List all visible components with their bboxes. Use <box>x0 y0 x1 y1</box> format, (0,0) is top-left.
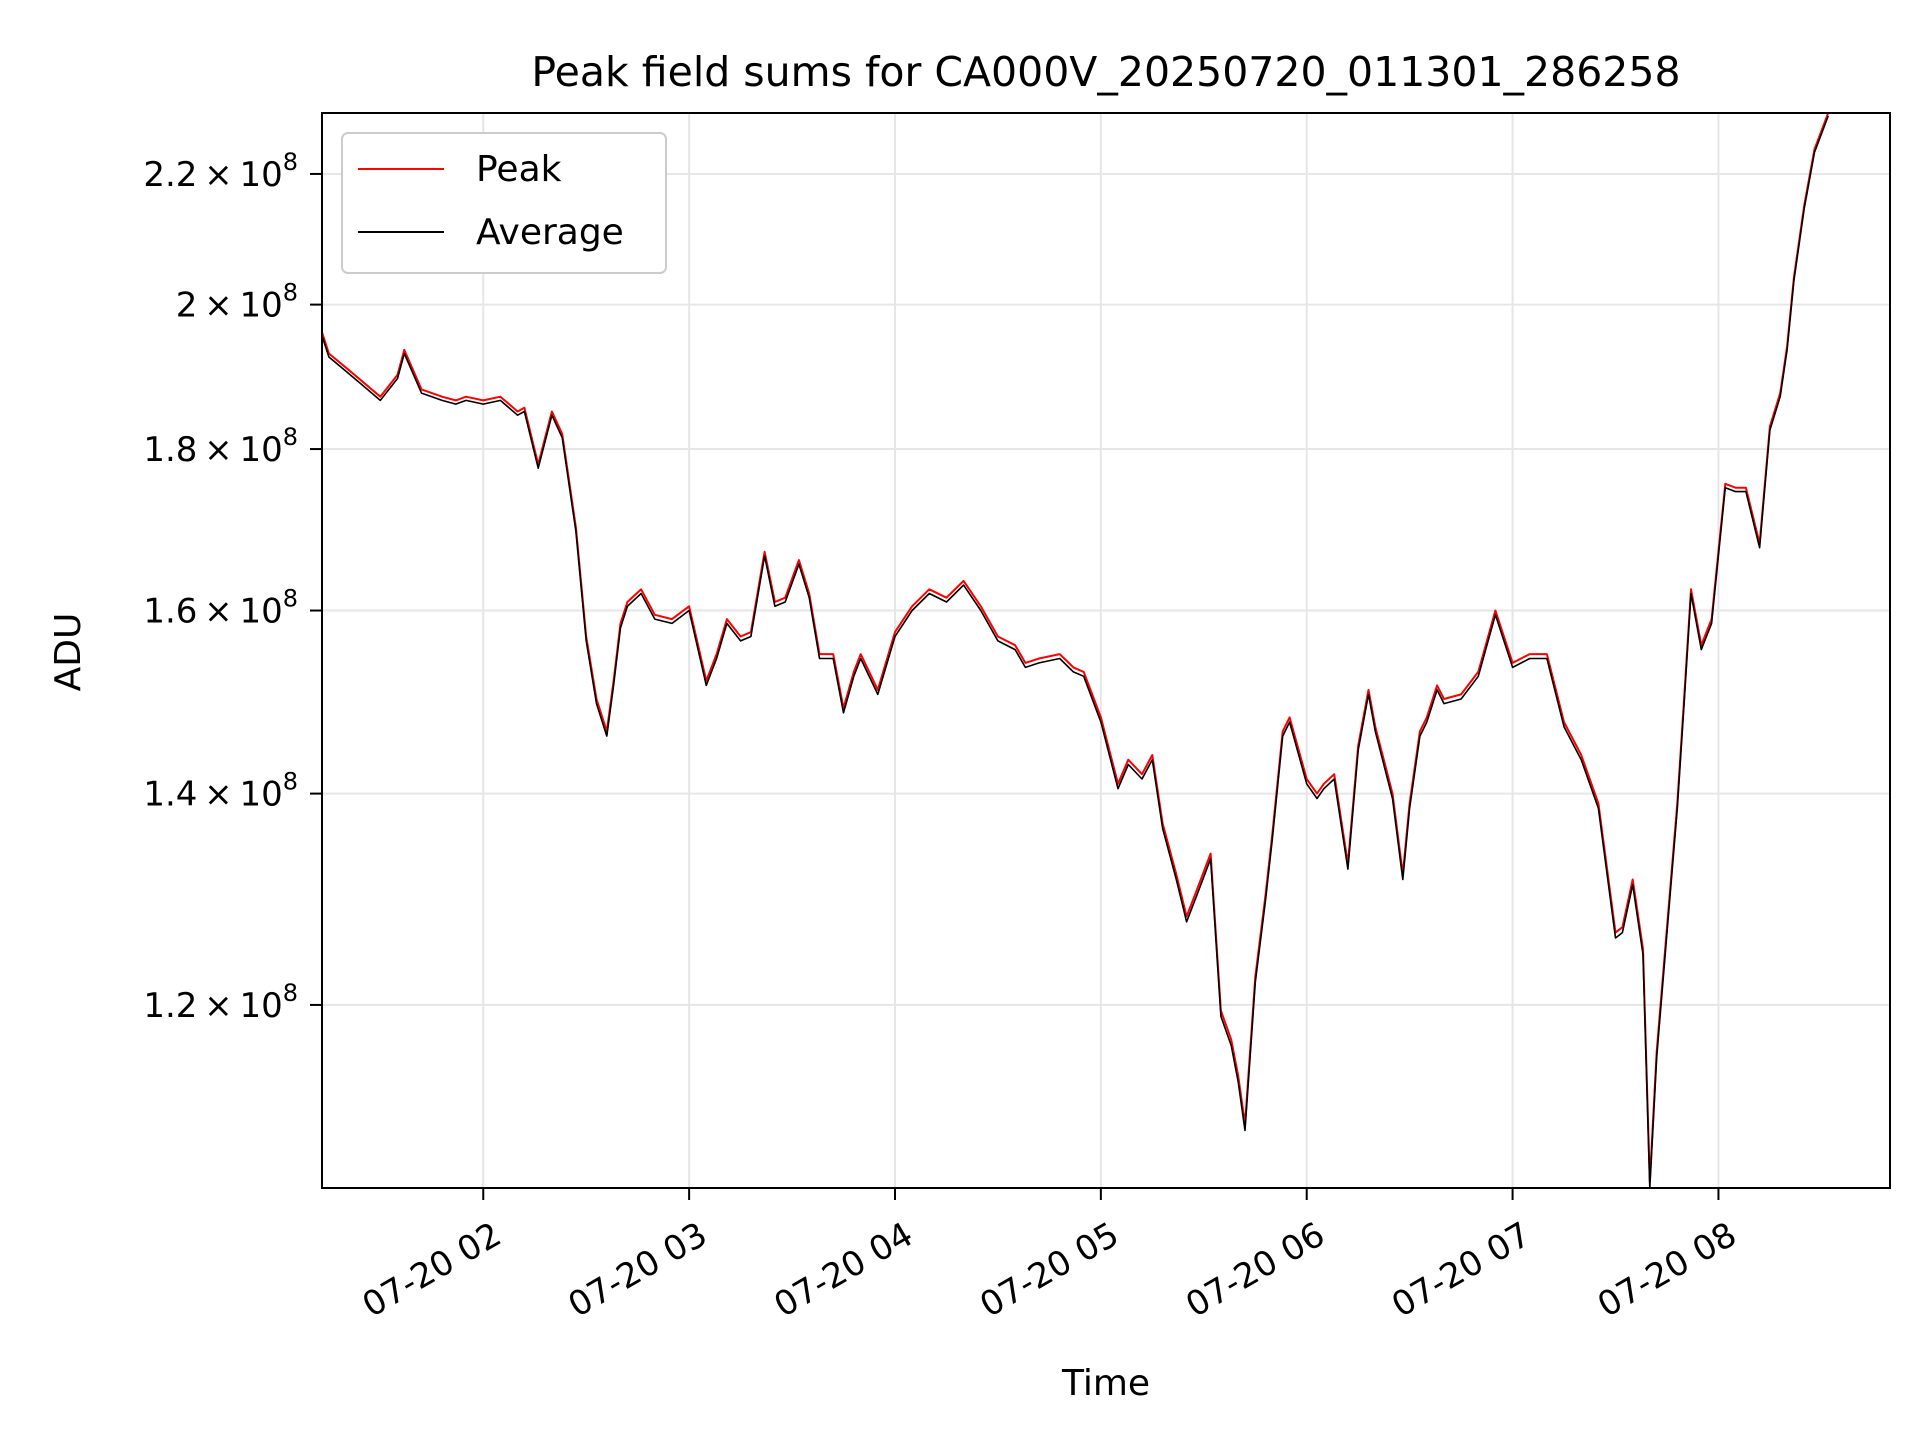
y-tick-label: 1.4 × 108 <box>143 768 298 815</box>
legend-label-peak: Peak <box>476 149 562 190</box>
y-tick-label: 2.2 × 108 <box>143 148 298 195</box>
x-axis-label: Time <box>1061 1363 1150 1404</box>
grid <box>322 113 1890 1188</box>
y-tick-label: 1.2 × 108 <box>143 979 298 1026</box>
series-line-average <box>322 115 1829 1188</box>
chart-title: Peak field sums for CA000V_20250720_0113… <box>531 48 1680 96</box>
y-axis-ticks: 1.2 × 108 1.4 × 108 1.6 × 108 1.8 × 108 2 × … <box>143 148 322 1026</box>
y-tick-label: 2 × 108 <box>176 279 298 326</box>
y-tick-label: 1.6 × 108 <box>143 585 298 632</box>
legend-label-average: Average <box>476 212 624 253</box>
plot-lines <box>322 113 1830 1188</box>
y-tick-label: 1.8 × 108 <box>143 423 298 470</box>
y-axis-label: ADU <box>48 613 89 692</box>
legend: Peak Average <box>341 132 667 274</box>
plot-frame <box>321 112 1891 1189</box>
